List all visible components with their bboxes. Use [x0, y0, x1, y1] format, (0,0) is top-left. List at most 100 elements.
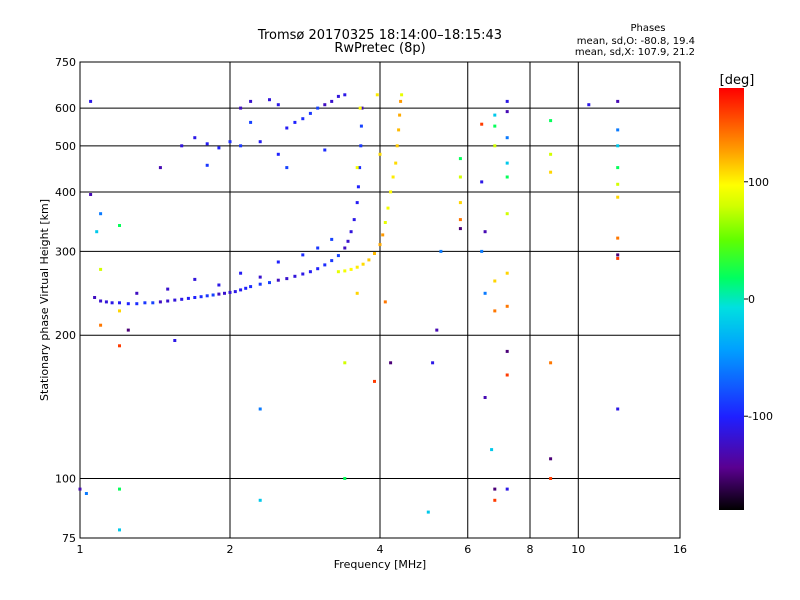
y-tick-label: 750 — [55, 56, 76, 69]
echo-point — [493, 144, 497, 148]
echo-point — [346, 239, 350, 243]
echo-point — [228, 140, 232, 144]
x-tick-label: 8 — [527, 543, 534, 556]
x-tick-label: 1 — [77, 543, 84, 556]
echo-point — [249, 285, 253, 289]
echo-point — [343, 477, 347, 480]
echo-point — [293, 120, 297, 124]
echo-point — [193, 136, 197, 140]
plot-area: 1 2 4 6 8 10 16 75 100 200 300 400 500 600 750 — [55, 56, 687, 556]
echo-point — [143, 301, 147, 305]
echo-point — [343, 269, 347, 273]
echo-point — [301, 272, 305, 276]
echo-point — [616, 99, 620, 103]
echo-point — [258, 275, 262, 279]
echo-point — [616, 166, 620, 170]
echo-point — [549, 361, 553, 365]
y-tick-label: 100 — [55, 473, 76, 486]
echo-point — [549, 152, 553, 156]
echo-point — [276, 103, 280, 107]
echo-point — [616, 236, 620, 240]
echo-point — [395, 144, 399, 148]
echo-point — [616, 195, 620, 199]
echo-point — [301, 253, 305, 257]
y-axis-label: Stationary phase Virtual Height [km] — [38, 199, 51, 401]
echo-point — [239, 106, 243, 110]
echo-point — [394, 161, 398, 165]
echo-point — [268, 281, 271, 285]
echo-point — [323, 103, 327, 107]
echo-point — [355, 201, 359, 205]
echo-point — [330, 99, 334, 103]
echo-point — [258, 282, 262, 286]
echo-point — [458, 175, 462, 179]
echo-point — [359, 144, 363, 148]
echo-point — [223, 291, 226, 295]
echo-point — [505, 136, 509, 140]
echo-point — [490, 448, 494, 452]
x-tick-label: 2 — [227, 543, 234, 556]
echo-point — [435, 328, 439, 332]
x-tick-label: 4 — [377, 543, 384, 556]
echo-point — [493, 113, 497, 117]
echo-point — [378, 152, 382, 156]
echo-point — [205, 142, 209, 146]
echo-point — [193, 296, 197, 299]
echo-point — [349, 267, 353, 271]
echo-point — [78, 487, 82, 491]
echo-point — [110, 301, 114, 305]
echo-point — [398, 113, 402, 117]
echo-point — [217, 283, 221, 287]
echo-point — [166, 299, 170, 303]
echo-point — [258, 498, 262, 502]
echo-point — [381, 233, 385, 237]
echo-point — [99, 267, 103, 271]
echo-point — [99, 299, 103, 303]
x-tick-label: 10 — [571, 543, 585, 556]
echo-point — [249, 99, 253, 103]
colorbar-tick-label: -100 — [748, 410, 773, 423]
echo-point — [126, 328, 130, 332]
y-tick-label: 75 — [62, 532, 76, 545]
echo-point — [505, 271, 509, 275]
echo-point — [483, 291, 487, 295]
echo-point — [293, 274, 297, 278]
echo-point — [383, 300, 387, 304]
echo-point — [186, 296, 190, 300]
echo-point — [336, 270, 340, 274]
echo-point — [89, 99, 93, 103]
echo-point — [505, 304, 509, 308]
echo-point — [355, 166, 359, 170]
echo-point — [239, 271, 243, 275]
echo-point — [458, 227, 462, 231]
echo-point — [173, 339, 177, 342]
echo-point — [361, 262, 365, 266]
echo-point — [505, 487, 509, 491]
echo-point — [93, 296, 97, 299]
echo-point — [493, 279, 497, 283]
echo-point — [505, 99, 509, 103]
echo-point — [84, 492, 88, 495]
echo-point — [480, 249, 484, 253]
echo-point — [549, 170, 553, 174]
echo-point — [505, 212, 509, 216]
echo-point — [285, 166, 289, 170]
echo-point — [373, 379, 376, 383]
echo-point — [239, 144, 243, 148]
y-tick-label: 300 — [55, 245, 76, 258]
echo-point — [358, 106, 362, 110]
x-tick-label: 16 — [673, 543, 687, 556]
echo-point — [505, 175, 509, 179]
echo-point — [95, 230, 99, 234]
grid-lines — [80, 62, 680, 538]
echo-point — [505, 349, 509, 353]
echo-point — [308, 111, 312, 115]
echo-point — [616, 407, 620, 411]
echo-point — [89, 193, 93, 196]
echo-point — [389, 190, 393, 194]
echo-point — [389, 361, 393, 365]
y-tick-label: 400 — [55, 186, 76, 199]
echo-point — [616, 182, 620, 186]
echo-point — [316, 246, 320, 250]
